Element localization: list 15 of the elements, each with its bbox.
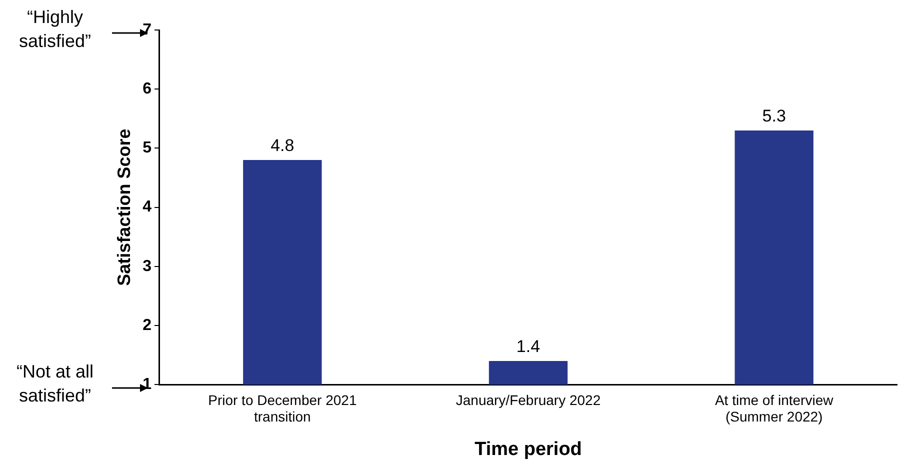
x-tick-label: At time of interview (Summer 2022)	[714, 392, 834, 425]
data-label: 1.4	[516, 337, 540, 356]
data-label: 4.8	[270, 136, 294, 156]
y-tick-label: 6	[142, 80, 152, 98]
y-tick-label: 2	[142, 316, 152, 334]
text: “Highly satisfied”	[18, 6, 92, 51]
y-tick-label: 3	[142, 258, 152, 275]
x-tick-label: January/February 2022	[456, 392, 601, 408]
x-tick-label: Prior to December 2021 transition	[208, 392, 357, 425]
y-tick-label: 5	[142, 140, 152, 157]
x-axis-title: Time period	[474, 438, 582, 460]
y-tick-label: 4	[142, 198, 152, 216]
text: “Not at all satisfied”	[16, 362, 94, 406]
y-axis-title: Satisfaction Score	[114, 128, 134, 286]
data-label: 5.3	[762, 106, 786, 126]
